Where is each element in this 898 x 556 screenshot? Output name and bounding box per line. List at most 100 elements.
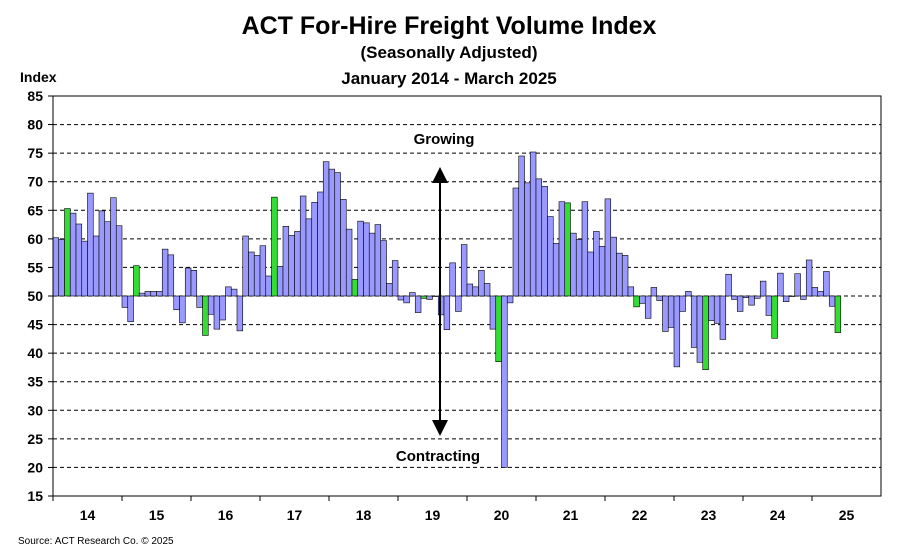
y-tick-label: 80 [27, 117, 43, 133]
bar [334, 172, 341, 297]
bar [765, 295, 773, 316]
bar [432, 295, 439, 297]
bar [64, 208, 71, 297]
bar [282, 225, 290, 297]
x-tick-label: 17 [287, 507, 303, 523]
x-tick-label: 16 [218, 507, 234, 523]
y-tick-label: 65 [27, 202, 43, 218]
bar [598, 245, 606, 297]
bar [455, 295, 462, 312]
bar [127, 295, 134, 323]
bar [81, 240, 88, 297]
bar [679, 295, 686, 312]
x-tick-label: 20 [494, 507, 510, 523]
bar [288, 235, 295, 297]
bar [156, 291, 163, 297]
bar [380, 240, 387, 297]
bar [357, 220, 364, 297]
bar [621, 255, 629, 297]
bar [311, 201, 318, 297]
bar [368, 232, 376, 297]
bar [771, 295, 778, 339]
bar [98, 210, 106, 297]
chart-subtitle: (Seasonally Adjusted) [360, 43, 538, 62]
bar [230, 288, 238, 297]
x-tick-label: 14 [80, 507, 96, 523]
bar [512, 187, 520, 297]
bar [460, 244, 468, 297]
bar [351, 279, 359, 297]
y-tick-label: 50 [27, 288, 43, 304]
y-tick-label: 35 [27, 374, 43, 390]
bar [345, 228, 353, 297]
bar [248, 251, 255, 297]
bar [805, 259, 813, 297]
bar [759, 280, 767, 297]
bar [552, 243, 560, 297]
y-tick-label: 60 [27, 231, 43, 247]
growing-label: Growing [414, 131, 475, 148]
bar [225, 286, 232, 297]
y-tick-label: 30 [27, 402, 43, 418]
bar [472, 286, 479, 297]
bar [828, 295, 836, 307]
bar [570, 232, 577, 297]
bar [633, 295, 640, 308]
bar [138, 292, 146, 297]
bar [271, 196, 278, 297]
bar [363, 222, 370, 297]
y-tick-label: 75 [27, 145, 43, 161]
bar [604, 198, 612, 297]
bar [713, 295, 721, 324]
bar [386, 283, 393, 297]
bar [581, 201, 589, 297]
bar [219, 295, 226, 321]
bar [58, 239, 65, 297]
bar [236, 295, 244, 332]
bar [662, 295, 669, 332]
bar [823, 271, 830, 297]
bar [564, 202, 571, 297]
bar [656, 295, 663, 301]
bar [443, 295, 451, 331]
bar [184, 267, 192, 297]
bar [639, 295, 646, 304]
bar [754, 295, 761, 299]
bar [69, 212, 77, 297]
y-axis-label: Index [20, 69, 57, 85]
x-tick-label: 25 [839, 507, 855, 523]
contracting-label: Contracting [396, 448, 480, 465]
bar [265, 275, 272, 297]
bar [253, 255, 261, 297]
bar [403, 295, 410, 304]
bar [731, 295, 738, 300]
x-tick-label: 19 [425, 507, 441, 523]
bar [144, 291, 152, 297]
bar [426, 295, 433, 300]
bar [529, 151, 537, 297]
bar [742, 295, 750, 299]
bar [800, 295, 807, 300]
bar [593, 231, 600, 297]
y-tick-label: 70 [27, 174, 43, 190]
bar [449, 262, 456, 297]
bar [748, 295, 755, 306]
bar [161, 248, 169, 297]
bar [673, 295, 681, 368]
bar [489, 295, 497, 330]
bar [794, 273, 801, 297]
bar [782, 295, 790, 303]
bar [305, 218, 313, 297]
bar [506, 295, 514, 304]
bar [478, 269, 485, 297]
bar [299, 195, 307, 297]
y-tick-label: 15 [27, 488, 43, 504]
bar [650, 287, 658, 297]
bar [115, 225, 123, 297]
bar [788, 295, 796, 297]
bar [495, 295, 502, 363]
bar [259, 245, 267, 297]
x-tick-label: 22 [632, 507, 648, 523]
bar [725, 273, 732, 297]
